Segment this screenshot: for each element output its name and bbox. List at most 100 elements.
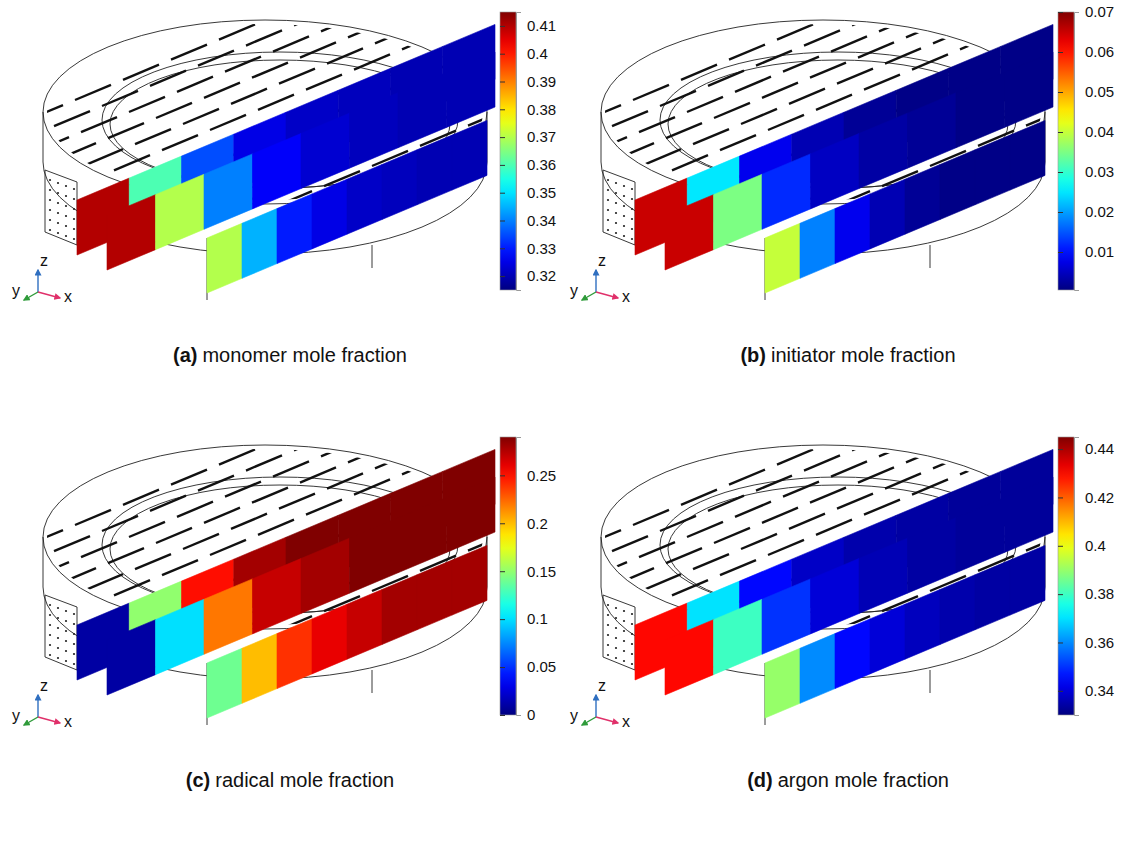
triad-label: y (12, 282, 20, 299)
nozzle (687, 522, 723, 537)
nozzle (852, 10, 888, 25)
nozzle (645, 574, 681, 589)
field-cell (1005, 52, 1054, 127)
nozzle (576, 560, 612, 575)
nozzle (714, 103, 750, 118)
nozzle (150, 496, 186, 511)
nozzle (687, 36, 723, 51)
tick-label: 0.1 (527, 610, 548, 627)
nozzle (816, 34, 852, 49)
nozzle (123, 65, 159, 80)
nozzle (873, 409, 909, 424)
tick: 0.05 (1058, 83, 1114, 100)
nozzle (714, 528, 750, 543)
nozzle (321, 16, 357, 31)
hole (631, 198, 633, 200)
nozzle (198, 51, 234, 66)
tick: 0.06 (1058, 43, 1114, 60)
nozzle (564, 556, 600, 571)
tick-label: 0.35 (527, 184, 556, 201)
nozzle (783, 57, 819, 72)
nozzle (666, 62, 702, 77)
nozzle (498, 0, 534, 9)
tick: 0.38 (1058, 585, 1114, 602)
hole (631, 633, 633, 635)
nozzle (411, 369, 447, 384)
colorbar: 0.010.020.030.040.050.060.07 (1058, 3, 1114, 290)
hole (631, 228, 633, 230)
nozzle (789, 514, 825, 529)
nozzle (525, 425, 561, 440)
nozzle (543, 521, 579, 536)
nozzle (87, 574, 123, 589)
field-cell (870, 179, 905, 249)
nozzle (639, 117, 675, 132)
nozzle (54, 536, 90, 551)
hole (57, 657, 59, 659)
nozzle (114, 580, 150, 595)
field-cell (975, 560, 1010, 630)
tick-mark (500, 619, 505, 620)
nozzle (369, 421, 405, 436)
nozzle (402, 459, 438, 474)
nozzle (933, 28, 969, 43)
nozzle (1122, 70, 1128, 85)
nozzle (612, 536, 648, 551)
nozzle (606, 443, 642, 458)
nozzle (789, 453, 825, 468)
field-cell (905, 165, 940, 235)
nozzle (639, 56, 675, 71)
nozzle (1116, 38, 1128, 53)
hole (615, 202, 617, 204)
tick: 0.07 (1058, 3, 1114, 20)
tick-mark (500, 571, 505, 572)
nozzle (720, 560, 756, 575)
nozzle (729, 45, 765, 60)
hole (65, 185, 67, 187)
side-line (601, 112, 602, 162)
nozzle (432, 620, 468, 635)
nozzle (498, 419, 534, 434)
nozzle (708, 71, 744, 86)
tick-mark (500, 715, 505, 716)
field-cell (665, 195, 714, 270)
nozzle (906, 22, 942, 37)
colorbar-gradient (1058, 12, 1074, 290)
nozzle (198, 476, 234, 491)
nozzle (354, 54, 390, 69)
hole (623, 610, 625, 612)
nozzle (252, 63, 288, 78)
triad-arrow (595, 695, 596, 717)
hole (631, 653, 633, 655)
field-cell (350, 518, 399, 593)
tick-label: 0.2 (527, 515, 548, 532)
edge-line (372, 245, 373, 268)
field-cell (204, 579, 253, 654)
nozzle (618, 568, 654, 583)
tick-label: 0.25 (527, 467, 556, 484)
nozzle (618, 82, 654, 97)
hole (607, 644, 609, 646)
hole (57, 647, 59, 649)
field-cell (347, 590, 382, 660)
nozzle (885, 48, 921, 63)
hole (49, 624, 51, 626)
field-cell (714, 599, 763, 674)
nozzle (885, 473, 921, 488)
colorbar: 0.320.330.340.350.360.370.380.390.40.41 (500, 12, 556, 291)
field-cell (301, 113, 350, 188)
nozzle (627, 417, 663, 432)
hole (57, 212, 59, 214)
tick-label: 0.32 (527, 267, 556, 284)
nozzle (1122, 495, 1128, 510)
inlet-holes (607, 179, 633, 240)
nozzle (741, 534, 777, 549)
hole (65, 215, 67, 217)
field-cell (312, 604, 347, 674)
nozzle (600, 0, 636, 1)
tick-mark (1058, 212, 1063, 213)
hole (57, 182, 59, 184)
field-cell (1010, 120, 1045, 190)
tick: 0.44 (1058, 440, 1114, 457)
nozzle (0, 125, 15, 140)
